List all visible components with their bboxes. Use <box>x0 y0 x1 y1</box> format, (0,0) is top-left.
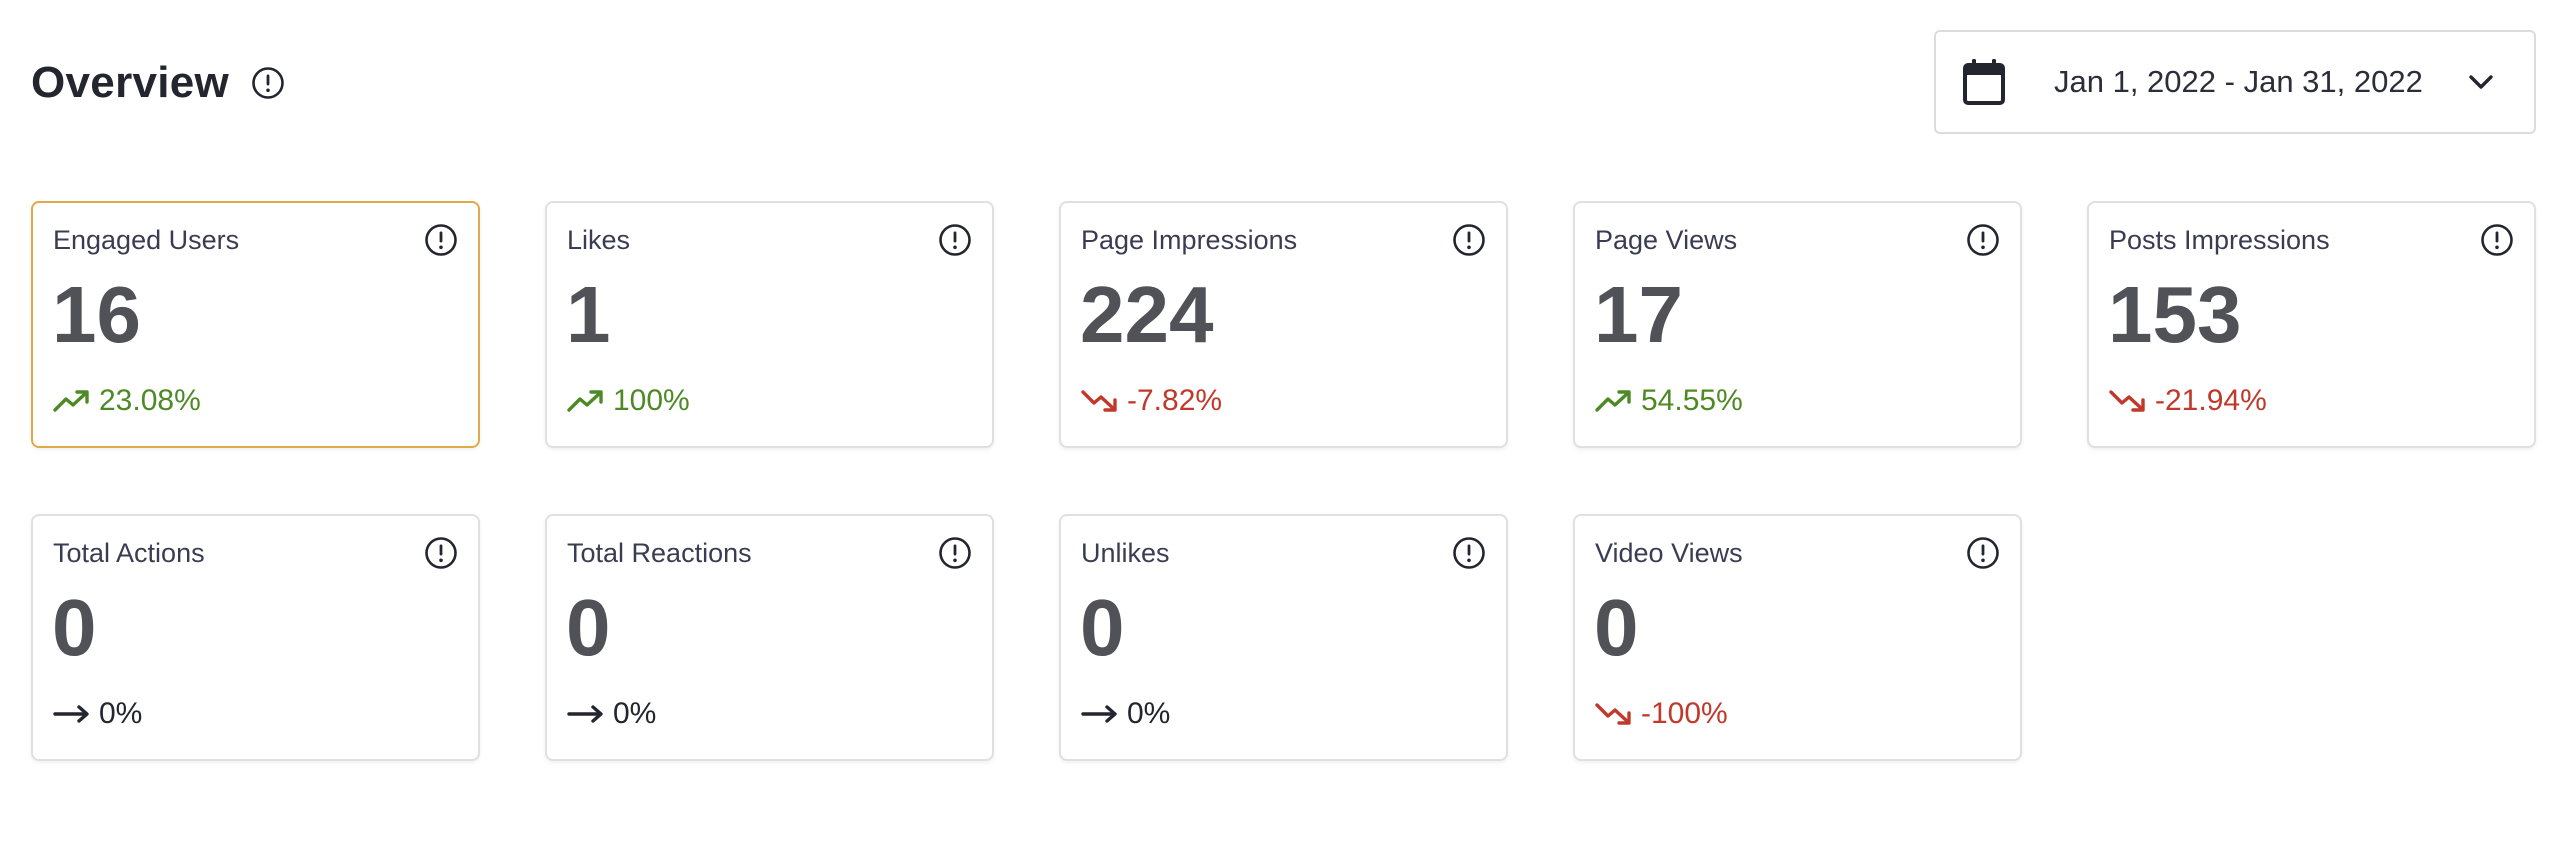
metric-change: 54.55% <box>1595 386 1743 416</box>
metric-label: Total Actions <box>53 538 205 568</box>
metric-change: 0% <box>1081 699 1170 729</box>
metric-label: Page Impressions <box>1081 225 1298 255</box>
date-range-value: Jan 1, 2022 - Jan 31, 2022 <box>2054 64 2423 99</box>
metric-card-page-views[interactable]: Page Views 17 54.55% <box>1573 201 2022 448</box>
info-icon[interactable] <box>251 66 285 100</box>
metric-change-value: 0% <box>613 697 657 730</box>
metric-card-total-reactions[interactable]: Total Reactions 0 0% <box>545 514 994 761</box>
arrow-right-icon <box>567 702 605 726</box>
chevron-down-icon <box>2466 67 2496 97</box>
metric-value: 0 <box>566 583 611 672</box>
arrow-right-icon <box>1081 702 1119 726</box>
metric-change-value: 54.55% <box>1641 384 1743 417</box>
overview-header: Overview <box>31 50 285 116</box>
metric-change-value: -7.82% <box>1127 384 1223 417</box>
metric-label: Total Reactions <box>567 538 752 568</box>
metric-value: 224 <box>1080 270 1214 359</box>
metric-change: -21.94% <box>2109 386 2267 416</box>
metric-change-value: -21.94% <box>2155 384 2267 417</box>
info-icon[interactable] <box>424 536 458 570</box>
metric-value: 17 <box>1594 270 1683 359</box>
metric-card-unlikes[interactable]: Unlikes 0 0% <box>1059 514 1508 761</box>
metric-card-posts-impressions[interactable]: Posts Impressions 153 -21.94% <box>2087 201 2536 448</box>
metric-change-value: 100% <box>613 384 690 417</box>
trending-up-icon <box>1595 389 1633 413</box>
trending-down-icon <box>1081 389 1119 413</box>
metric-change: 100% <box>567 386 690 416</box>
metric-change: -100% <box>1595 699 1728 729</box>
trending-down-icon <box>1595 702 1633 726</box>
metric-change-value: 23.08% <box>99 384 201 417</box>
date-range-picker[interactable]: Jan 1, 2022 - Jan 31, 2022 <box>1934 30 2536 134</box>
info-icon[interactable] <box>938 536 972 570</box>
info-icon[interactable] <box>424 223 458 257</box>
metric-change: 23.08% <box>53 386 201 416</box>
metric-value: 1 <box>566 270 611 359</box>
metric-change-value: 0% <box>99 697 143 730</box>
trending-up-icon <box>53 389 91 413</box>
info-icon[interactable] <box>938 223 972 257</box>
info-icon[interactable] <box>2480 223 2514 257</box>
metric-value: 0 <box>52 583 97 672</box>
metric-change: 0% <box>567 699 656 729</box>
info-icon[interactable] <box>1452 536 1486 570</box>
metric-card-engaged-users[interactable]: Engaged Users 16 23.08% <box>31 201 480 448</box>
trending-up-icon <box>567 389 605 413</box>
metric-card-page-impressions[interactable]: Page Impressions 224 -7.82% <box>1059 201 1508 448</box>
metric-label: Engaged Users <box>53 225 240 255</box>
metric-card-likes[interactable]: Likes 1 100% <box>545 201 994 448</box>
metric-change: 0% <box>53 699 142 729</box>
metric-value: 0 <box>1080 583 1125 672</box>
metric-change-value: -100% <box>1641 697 1728 730</box>
metric-value: 16 <box>52 270 141 359</box>
arrow-right-icon <box>53 702 91 726</box>
metric-change: -7.82% <box>1081 386 1222 416</box>
calendar-icon <box>1962 58 2006 106</box>
metric-label: Likes <box>567 225 631 255</box>
metric-card-total-actions[interactable]: Total Actions 0 0% <box>31 514 480 761</box>
metric-change-value: 0% <box>1127 697 1171 730</box>
metric-label: Video Views <box>1595 538 1743 568</box>
metric-value: 0 <box>1594 583 1639 672</box>
metric-label: Posts Impressions <box>2109 225 2330 255</box>
info-icon[interactable] <box>1966 223 2000 257</box>
metric-card-video-views[interactable]: Video Views 0 -100% <box>1573 514 2022 761</box>
trending-down-icon <box>2109 389 2147 413</box>
page-title: Overview <box>31 58 230 107</box>
metric-value: 153 <box>2108 270 2242 359</box>
metric-label: Unlikes <box>1081 538 1170 568</box>
info-icon[interactable] <box>1452 223 1486 257</box>
info-icon[interactable] <box>1966 536 2000 570</box>
metric-label: Page Views <box>1595 225 1738 255</box>
